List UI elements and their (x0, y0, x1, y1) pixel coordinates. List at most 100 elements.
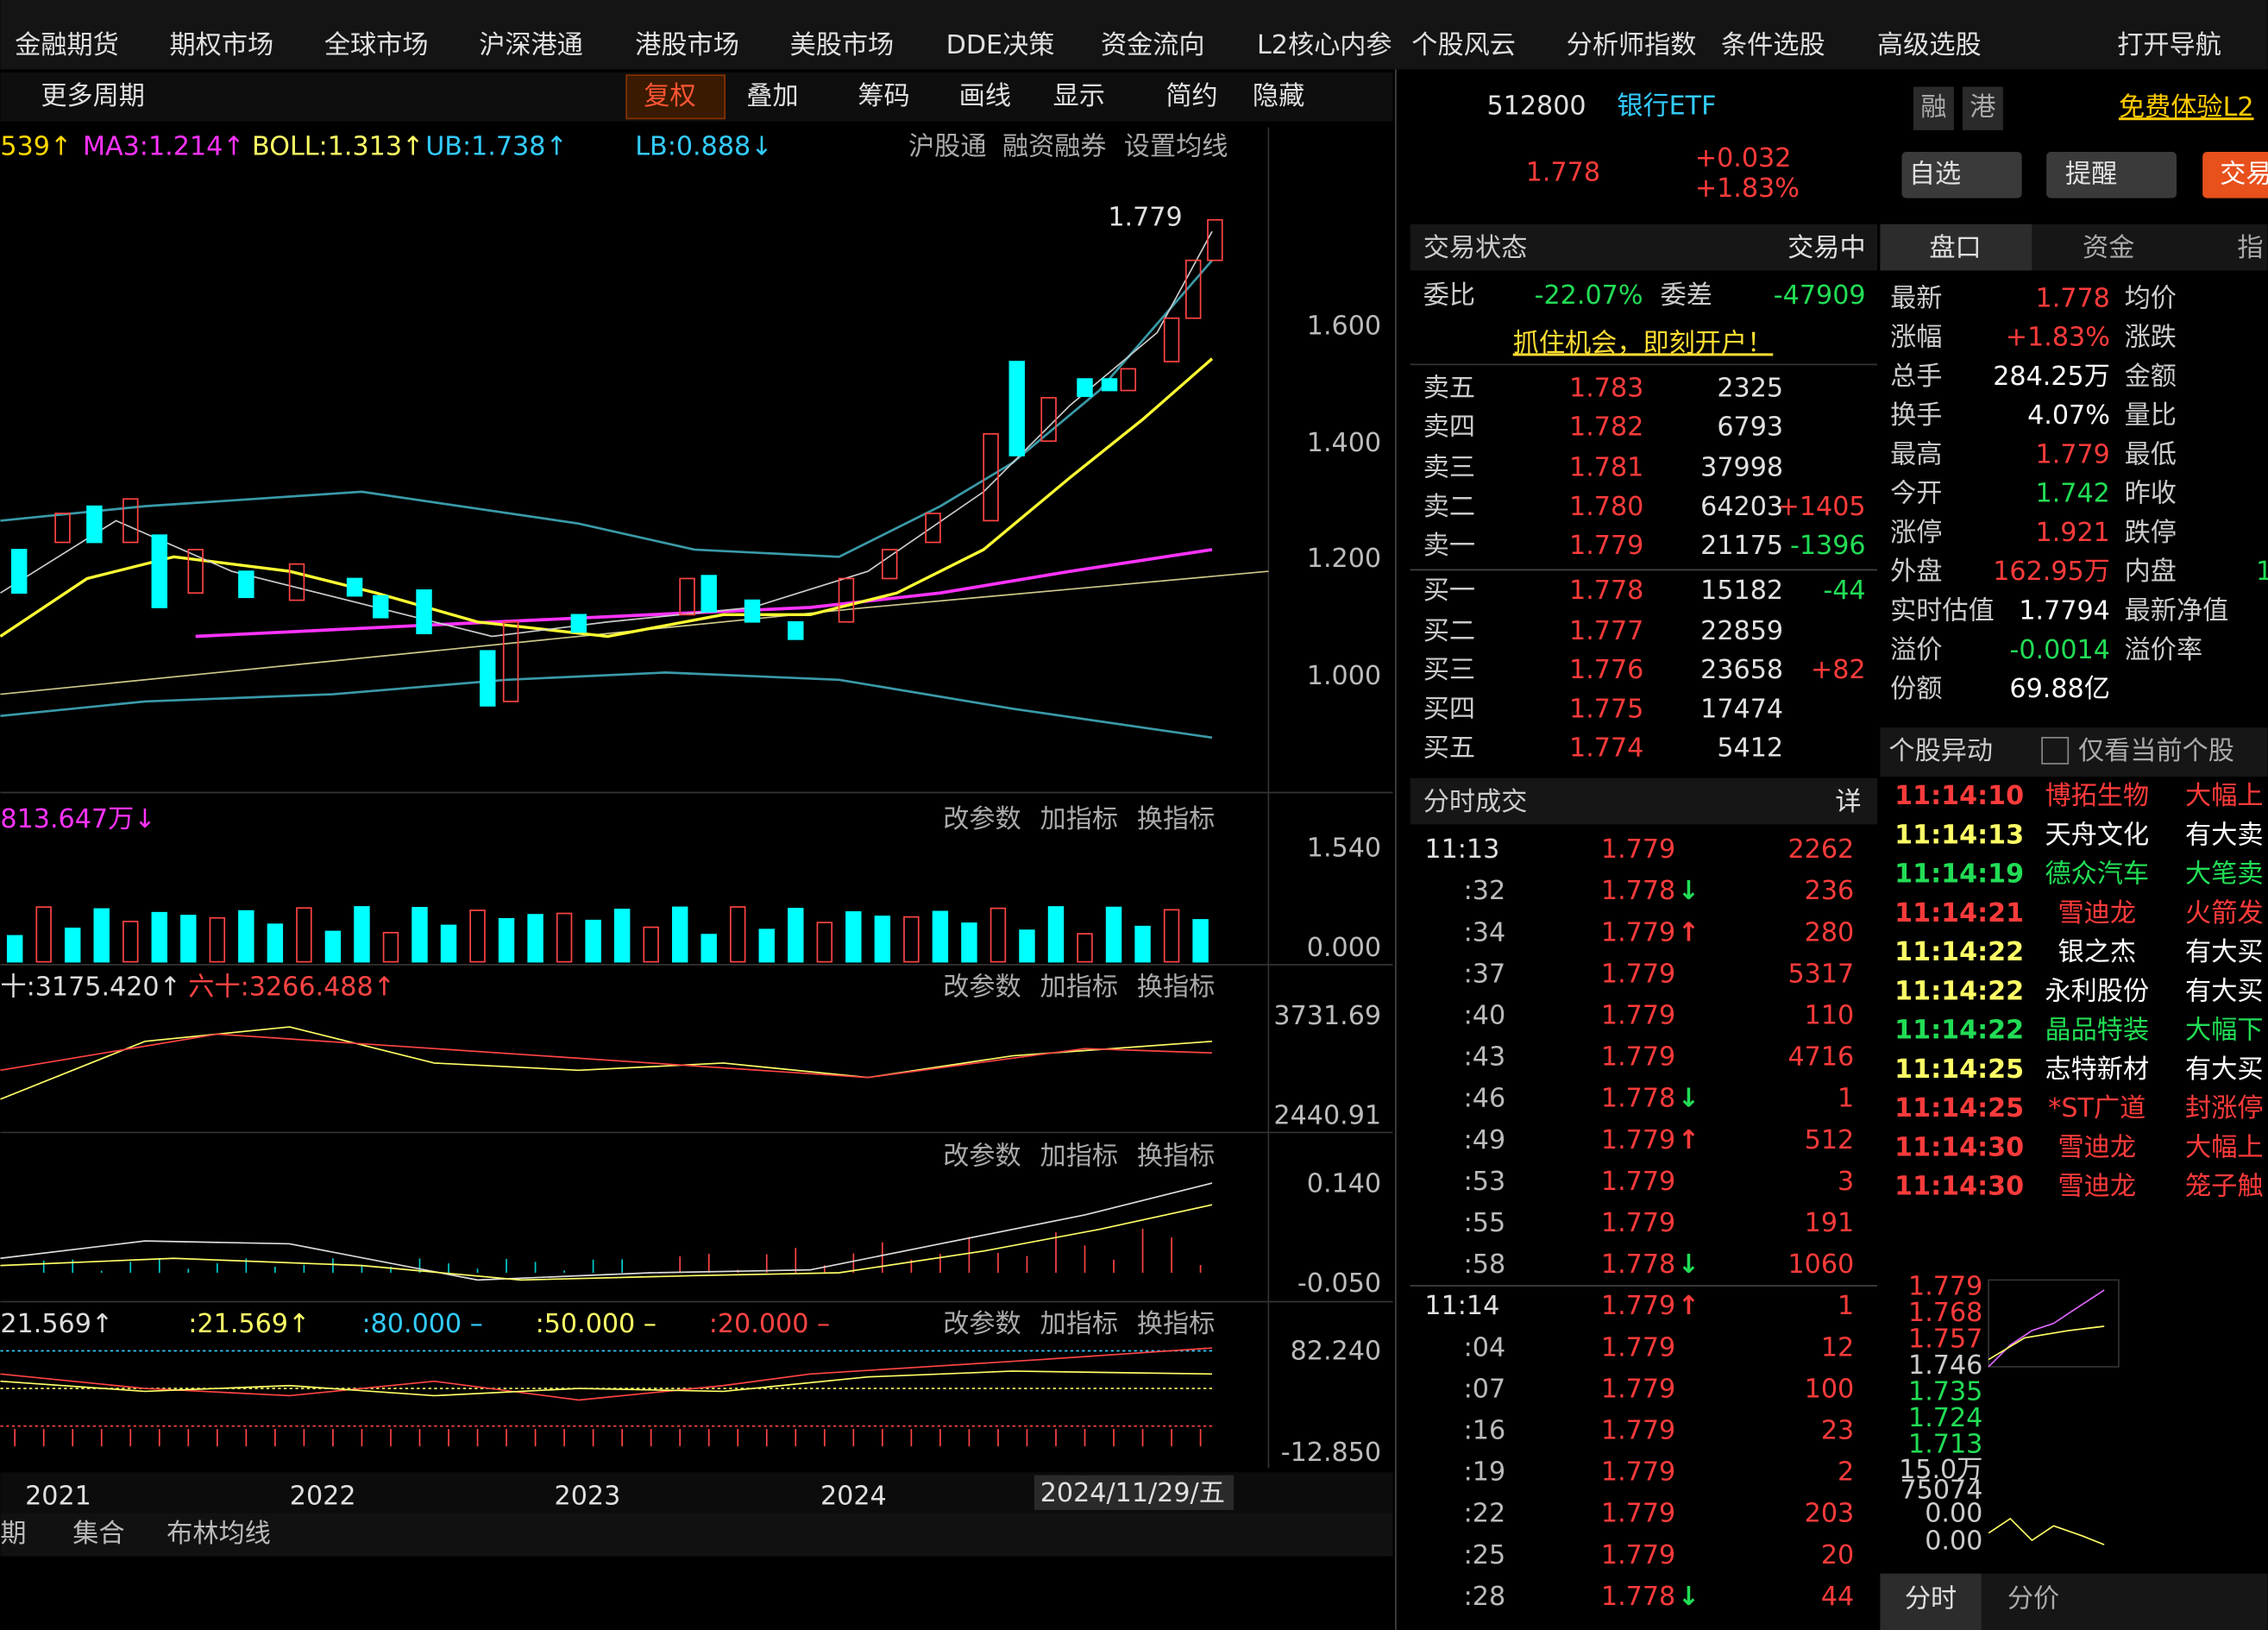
mini-chart-frame (1988, 1279, 2120, 1368)
price-axis-label: 1.000 (1307, 661, 1381, 691)
ma-line (195, 548, 1213, 639)
volume-bar (324, 930, 342, 963)
toolbar-button: 叠加 (746, 81, 798, 111)
trade-time: :07 (1464, 1374, 1506, 1404)
cursor-date: 2024/11/29/五 (1040, 1478, 1225, 1508)
checkbox[interactable] (2041, 736, 2070, 765)
indicator-legend: UB:1.738↑ (425, 131, 568, 161)
menu-item[interactable]: 沪深港通 (479, 30, 583, 60)
trade-time: :22 (1464, 1499, 1506, 1529)
candle (151, 534, 168, 608)
chart-link: 沪股通 (908, 131, 986, 161)
menu-item[interactable]: L2核心内参 (1257, 30, 1392, 60)
menu-item[interactable]: 条件选股 (1721, 30, 1825, 60)
mini-avg-line (1988, 1325, 2105, 1361)
panel-button[interactable]: 加指标 (1040, 972, 1118, 1002)
panel-button[interactable]: 加指标 (1040, 804, 1118, 834)
menu-item[interactable]: 个股风云 (1411, 30, 1516, 60)
panel-button[interactable]: 换指标 (1137, 972, 1215, 1002)
menu-item[interactable]: 分析师指数 (1567, 30, 1697, 60)
alert-button[interactable] (2046, 151, 2177, 198)
menu-item[interactable]: 高级选股 (1877, 30, 1982, 60)
tab[interactable]: 盘口 (1929, 233, 1981, 263)
mini-axis-label: 1.735 (1908, 1376, 1982, 1407)
bottom-tab[interactable]: 集合 (72, 1519, 124, 1549)
candle (1120, 368, 1137, 392)
volume-bar (961, 922, 977, 963)
toolbar-button: 隐藏 (1253, 81, 1304, 111)
panel-button[interactable]: 改参数 (943, 804, 1021, 834)
volume-bar (1163, 909, 1180, 963)
menu-item[interactable]: 金融期货 (15, 30, 119, 60)
last-price: 1.778 (1526, 158, 1600, 188)
candle (1101, 378, 1118, 392)
mini-tab[interactable]: 分价 (2007, 1583, 2059, 1614)
panel-button[interactable]: 加指标 (1040, 1309, 1118, 1339)
menu-item[interactable]: DDE决策 (946, 30, 1055, 60)
menu-item[interactable]: 打开导航 (2117, 30, 2221, 60)
trade-time: :19 (1464, 1457, 1506, 1488)
panel-button[interactable]: 改参数 (943, 972, 1021, 1002)
button-label: 自选 (1909, 159, 1961, 189)
watch-button[interactable] (1901, 151, 2022, 198)
bottom-tabs (0, 1513, 1393, 1557)
stat-label: 昨收 (2125, 479, 2177, 509)
menu-item[interactable]: 资金流向 (1101, 30, 1205, 60)
volume-bar (1077, 933, 1093, 963)
menu-item[interactable]: 港股市场 (635, 30, 739, 60)
panel-button[interactable]: 加指标 (1040, 1141, 1118, 1171)
panel-legend: :20.000 – (709, 1309, 830, 1339)
stat-label: 份额 (1890, 674, 1942, 704)
trade-price: 1.779 (1601, 1291, 1675, 1321)
candle (882, 549, 898, 580)
candle (238, 570, 254, 599)
panel-axis-label: 1.540 (1307, 833, 1381, 863)
mini-tab[interactable]: 分时 (1905, 1583, 1957, 1614)
stat-label: 实时估值 (1890, 596, 1995, 626)
order-ratio: -22.07% (1535, 280, 1643, 311)
trade-time: 11:13 (1424, 834, 1499, 865)
year-label: 2021 (25, 1481, 91, 1511)
panel-axis-label: 0.140 (1307, 1168, 1381, 1199)
toolbar-button: 筹码 (858, 81, 909, 111)
stat-value: -0.0014 (2009, 635, 2109, 665)
menu-item[interactable]: 期权市场 (170, 30, 274, 60)
trade-volume: 20 (1821, 1540, 1854, 1570)
trade-price: 1.778 (1601, 1582, 1675, 1612)
stat-label: 溢价率 (2125, 635, 2202, 665)
tag-box (1962, 86, 2003, 130)
ad-link[interactable]: 抓住机会，即刻开户！ (1513, 328, 1774, 358)
book-label: 买二 (1423, 616, 1475, 646)
panel-button[interactable]: 改参数 (943, 1309, 1021, 1339)
panel-button[interactable]: 换指标 (1137, 1141, 1215, 1171)
panel-button[interactable]: 改参数 (943, 1141, 1021, 1171)
stat-label: 最新净值 (2125, 596, 2229, 626)
anomaly-header (1880, 727, 2268, 777)
panel-button[interactable]: 换指标 (1137, 1309, 1215, 1339)
detail-button[interactable]: 详 (1835, 787, 1861, 817)
promo-link[interactable]: 免费体验L2 (2119, 92, 2254, 123)
bottom-tab[interactable]: 布林均线 (166, 1519, 271, 1549)
menu-item[interactable]: 美股市场 (790, 30, 895, 60)
anomaly-event: 大幅上 (2185, 781, 2263, 811)
panel-axis-label: 3731.69 (1273, 1001, 1381, 1031)
toolbar-button: 简约 (1165, 81, 1217, 111)
book-price: 1.780 (1569, 492, 1643, 522)
price-change: +0.032 (1695, 143, 1792, 173)
anomaly-stock: 银之杰 (2058, 937, 2136, 967)
tab[interactable]: 资金 (2083, 233, 2134, 263)
panel-button[interactable]: 换指标 (1137, 804, 1215, 834)
panel-line (0, 1204, 1213, 1281)
stat-label: 跌停 (2125, 518, 2177, 548)
anomaly-time: 11:14:10 (1894, 781, 2024, 811)
panel-legend: 六十:3266.488↑ (188, 972, 395, 1002)
trade-price: 1.779 (1601, 1332, 1675, 1363)
candle (288, 563, 305, 601)
menu-item[interactable]: 全球市场 (324, 30, 429, 60)
tab[interactable]: 指 (2237, 233, 2263, 263)
volume-bar (874, 916, 891, 963)
book-change: -1396 (1790, 531, 1866, 561)
bottom-tab[interactable]: 期 (0, 1519, 26, 1549)
trade-button[interactable] (2202, 151, 2268, 198)
